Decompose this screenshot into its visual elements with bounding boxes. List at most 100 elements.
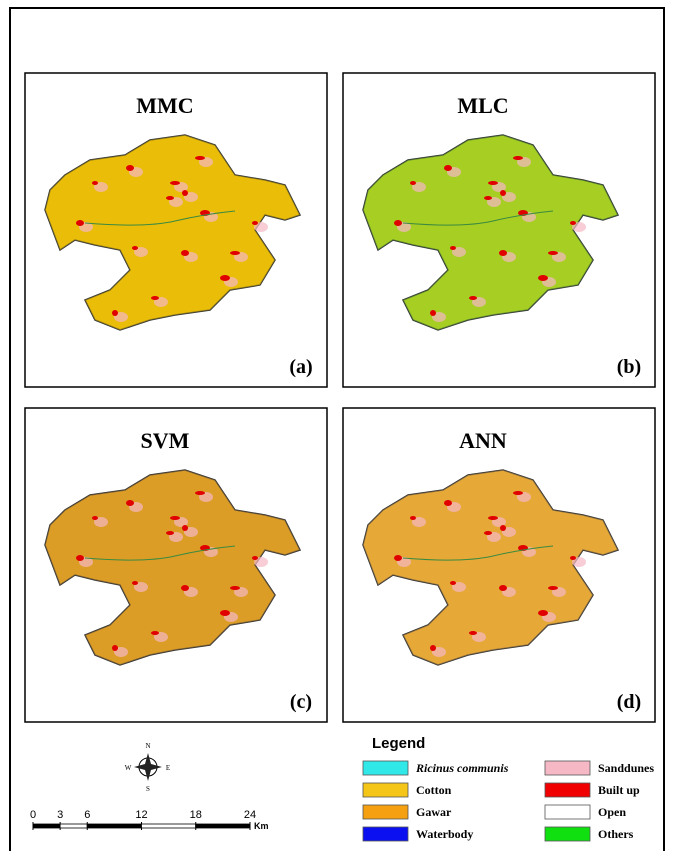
scale-label: 18 [190, 809, 202, 821]
built-up-patch [126, 165, 134, 171]
legend-label: Sanddunes [598, 761, 654, 775]
legend-swatch [363, 805, 408, 819]
map-panel: MLC (b) [343, 73, 655, 387]
built-up-patch [500, 190, 506, 196]
built-up-patch [430, 645, 436, 651]
legend-label: Others [598, 827, 634, 841]
built-up-patch [484, 196, 492, 200]
built-up-patch [499, 250, 507, 256]
built-up-patch [182, 525, 188, 531]
built-up-patch [450, 246, 456, 250]
built-up-patch [488, 516, 498, 520]
scale-segment [60, 824, 87, 828]
built-up-patch [469, 631, 477, 635]
legend-swatch [363, 761, 408, 775]
panel-label: (a) [289, 356, 312, 378]
built-up-patch [166, 196, 174, 200]
scale-label: 12 [135, 809, 147, 821]
built-up-patch [76, 555, 84, 561]
legend-label: Built up [598, 783, 640, 797]
built-up-patch [220, 275, 230, 281]
legend-swatch [545, 827, 590, 841]
built-up-patch [513, 156, 523, 160]
built-up-patch [92, 181, 98, 185]
built-up-patch [166, 531, 174, 535]
legend-swatch [363, 783, 408, 797]
panel-title: ANN [459, 428, 507, 453]
scale-label: 0 [30, 809, 36, 821]
built-up-patch [112, 645, 118, 651]
map-panel: ANN (d) [343, 408, 655, 722]
panel-label: (c) [290, 691, 312, 713]
scale-segment [196, 824, 250, 828]
legend-label: Waterbody [416, 827, 473, 841]
built-up-patch [499, 585, 507, 591]
legend-label: Gawar [416, 805, 452, 819]
scale-label: 6 [84, 809, 90, 821]
map-panel: MMC (a) [25, 73, 327, 387]
built-up-patch [538, 275, 548, 281]
built-up-patch [450, 581, 456, 585]
built-up-patch [195, 491, 205, 495]
scale-label: 24 [244, 809, 256, 821]
built-up-patch [181, 585, 189, 591]
built-up-patch [195, 156, 205, 160]
legend-label: Open [598, 805, 626, 819]
compass-letter: E [166, 764, 170, 772]
legend-label: Cotton [416, 783, 452, 797]
panel-label: (d) [617, 691, 641, 713]
panel-title: MMC [136, 93, 193, 118]
built-up-patch [444, 165, 452, 171]
compass-letter: N [145, 742, 150, 750]
built-up-patch [76, 220, 84, 226]
built-up-patch [182, 190, 188, 196]
built-up-patch [151, 296, 159, 300]
compass-star [134, 753, 162, 781]
built-up-patch [126, 500, 134, 506]
built-up-patch [181, 250, 189, 256]
built-up-patch [484, 531, 492, 535]
built-up-patch [230, 586, 240, 590]
built-up-patch [252, 556, 258, 560]
built-up-patch [394, 555, 402, 561]
legend-swatch [363, 827, 408, 841]
built-up-patch [112, 310, 118, 316]
built-up-patch [151, 631, 159, 635]
scale-unit: Km [254, 821, 269, 831]
built-up-patch [444, 500, 452, 506]
built-up-patch [500, 525, 506, 531]
built-up-patch [430, 310, 436, 316]
built-up-patch [132, 246, 138, 250]
built-up-patch [220, 610, 230, 616]
built-up-patch [170, 181, 180, 185]
scale-label: 3 [57, 809, 63, 821]
built-up-patch [252, 221, 258, 225]
built-up-patch [513, 491, 523, 495]
legend-title: Legend [372, 735, 425, 752]
built-up-patch [410, 516, 416, 520]
built-up-patch [230, 251, 240, 255]
built-up-patch [548, 251, 558, 255]
figure: MMC(a)MLC(b)SVM(c)ANN(d)LegendRicinus co… [0, 0, 673, 851]
built-up-patch [570, 556, 576, 560]
built-up-patch [469, 296, 477, 300]
map-panel: SVM (c) [25, 408, 327, 722]
scale-segment [142, 824, 196, 828]
legend-swatch [545, 761, 590, 775]
built-up-patch [170, 516, 180, 520]
legend-swatch [545, 783, 590, 797]
built-up-patch [92, 516, 98, 520]
built-up-patch [394, 220, 402, 226]
built-up-patch [410, 181, 416, 185]
scale-segment [87, 824, 141, 828]
panel-title: MLC [457, 93, 508, 118]
panel-title: SVM [141, 428, 190, 453]
panel-label: (b) [617, 356, 641, 378]
built-up-patch [570, 221, 576, 225]
built-up-patch [538, 610, 548, 616]
built-up-patch [548, 586, 558, 590]
compass-letter: W [125, 764, 132, 772]
legend-swatch [545, 805, 590, 819]
built-up-patch [132, 581, 138, 585]
